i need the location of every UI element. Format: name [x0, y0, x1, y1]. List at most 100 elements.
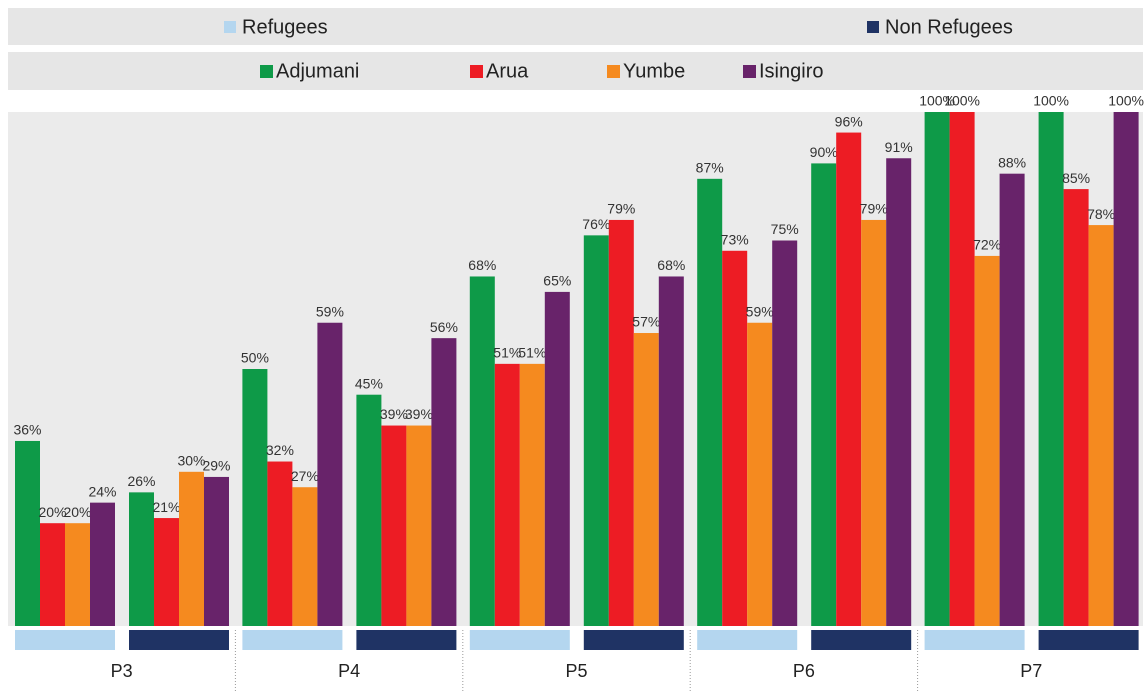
bar [811, 163, 837, 626]
bar [406, 425, 432, 626]
bar [242, 369, 268, 626]
group-strip [811, 630, 912, 650]
x-tick-label: P6 [793, 661, 815, 681]
legend-label: Isingiro [759, 60, 823, 82]
bar [1088, 225, 1114, 626]
value-label: 45% [355, 375, 383, 391]
bar [381, 425, 407, 626]
bar [90, 502, 115, 626]
value-label: 79% [607, 201, 635, 217]
bar [608, 219, 634, 626]
bar [974, 255, 1000, 627]
legend-marker [470, 65, 483, 78]
bar [1113, 112, 1139, 626]
bar [431, 338, 457, 626]
value-label: 57% [632, 314, 660, 330]
bar [292, 487, 318, 626]
value-label: 27% [291, 468, 319, 484]
legend-label: Refugees [242, 16, 328, 38]
value-label: 59% [746, 303, 774, 319]
bar [204, 476, 229, 626]
bar [469, 276, 495, 626]
bar [886, 158, 912, 626]
bar [633, 333, 659, 626]
legend-marker [607, 65, 620, 78]
legend-marker [260, 65, 273, 78]
value-label: 76% [582, 216, 610, 232]
value-label: 90% [810, 144, 838, 160]
bar [697, 178, 723, 626]
group-strip [1038, 630, 1139, 650]
bar [65, 523, 90, 626]
value-label: 65% [543, 273, 571, 289]
value-label: 39% [380, 406, 408, 422]
value-label: 96% [835, 113, 863, 129]
value-label: 91% [885, 139, 913, 155]
legend-label: Adjumani [276, 60, 359, 82]
group-strip [924, 630, 1025, 650]
bar [999, 173, 1025, 626]
bar [40, 523, 65, 626]
value-label: 72% [973, 237, 1001, 253]
value-label: 20% [63, 504, 91, 520]
value-label: 68% [657, 257, 685, 273]
bar [154, 518, 179, 626]
group-strip [129, 630, 229, 650]
value-label: 87% [696, 160, 724, 176]
bar [772, 240, 798, 626]
value-label: 100% [944, 93, 980, 109]
value-label: 32% [266, 442, 294, 458]
bar [267, 461, 293, 626]
x-tick-label: P7 [1020, 661, 1042, 681]
value-label: 68% [468, 257, 496, 273]
legend-label: Arua [486, 60, 529, 82]
bar [1063, 189, 1089, 626]
bar [1038, 112, 1064, 626]
bar [924, 112, 950, 626]
bar [356, 394, 382, 626]
bar [861, 219, 887, 626]
bar [494, 363, 520, 626]
value-label: 85% [1062, 170, 1090, 186]
bar [583, 235, 609, 627]
bar [129, 492, 154, 626]
value-label: 59% [316, 303, 344, 319]
group-strip [469, 630, 570, 650]
bar [949, 112, 975, 626]
value-label: 30% [177, 453, 205, 469]
value-label: 51% [518, 345, 546, 361]
value-label: 75% [771, 221, 799, 237]
bar [722, 250, 748, 626]
value-label: 79% [860, 201, 888, 217]
legend-band [8, 52, 1143, 90]
bar [836, 132, 862, 626]
group-strip [697, 630, 798, 650]
value-label: 88% [998, 154, 1026, 170]
value-label: 29% [202, 458, 230, 474]
group-strip [242, 630, 343, 650]
value-label: 78% [1087, 206, 1115, 222]
legend-label: Non Refugees [885, 16, 1013, 38]
legend-marker [867, 21, 879, 33]
legend-marker [743, 65, 756, 78]
bar [179, 471, 204, 626]
group-strip [356, 630, 457, 650]
value-label: 36% [13, 422, 41, 438]
x-tick-label: P4 [338, 661, 360, 681]
bar [544, 291, 570, 626]
bar [15, 440, 40, 626]
x-tick-label: P5 [565, 661, 587, 681]
value-label: 100% [1033, 93, 1069, 109]
legend-marker [224, 21, 236, 33]
legend-label: Yumbe [623, 60, 685, 82]
bar [519, 363, 545, 626]
group-strip [15, 630, 115, 650]
bar [658, 276, 684, 626]
value-label: 20% [38, 504, 66, 520]
value-label: 24% [88, 483, 116, 499]
value-label: 51% [493, 345, 521, 361]
legend-band [8, 8, 1143, 45]
group-strip [583, 630, 684, 650]
value-label: 21% [152, 499, 180, 515]
